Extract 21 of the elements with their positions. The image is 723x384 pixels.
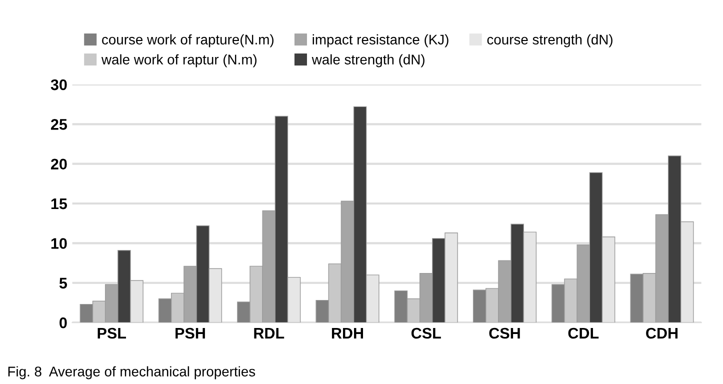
x-tick-label: PSH — [176, 328, 205, 339]
y-tick-label: 25 — [50, 119, 68, 130]
y-tick-label: 15 — [51, 198, 68, 210]
x-tick-label: CDH — [646, 328, 678, 339]
y-tick-label: 30 — [50, 79, 67, 90]
legend-label: impact resistance (KJ) — [312, 34, 448, 48]
x-tick-label: CDL — [568, 328, 599, 339]
x-tick-label: PSL — [98, 328, 126, 339]
y-tick-label: 0 — [60, 317, 67, 328]
legend-label: course strength (dN) — [487, 34, 612, 48]
x-tick-label: RDL — [254, 328, 284, 338]
caption: Fig. 8 Average of mechanical properties — [8, 366, 256, 380]
x-tick-label: CSL — [411, 328, 441, 339]
legend-label: wale strength (dN) — [312, 54, 424, 68]
legend-label: course work of rapture(N.m) — [102, 34, 274, 48]
x-tick-label: RDH — [332, 328, 364, 338]
y-tick-label: 5 — [59, 278, 68, 289]
y-tick-label: 20 — [50, 158, 67, 170]
y-tick-label: 10 — [51, 238, 67, 249]
legend-label: wale work of raptur (N.m) — [101, 54, 256, 68]
x-tick-label: CSH — [489, 328, 520, 339]
